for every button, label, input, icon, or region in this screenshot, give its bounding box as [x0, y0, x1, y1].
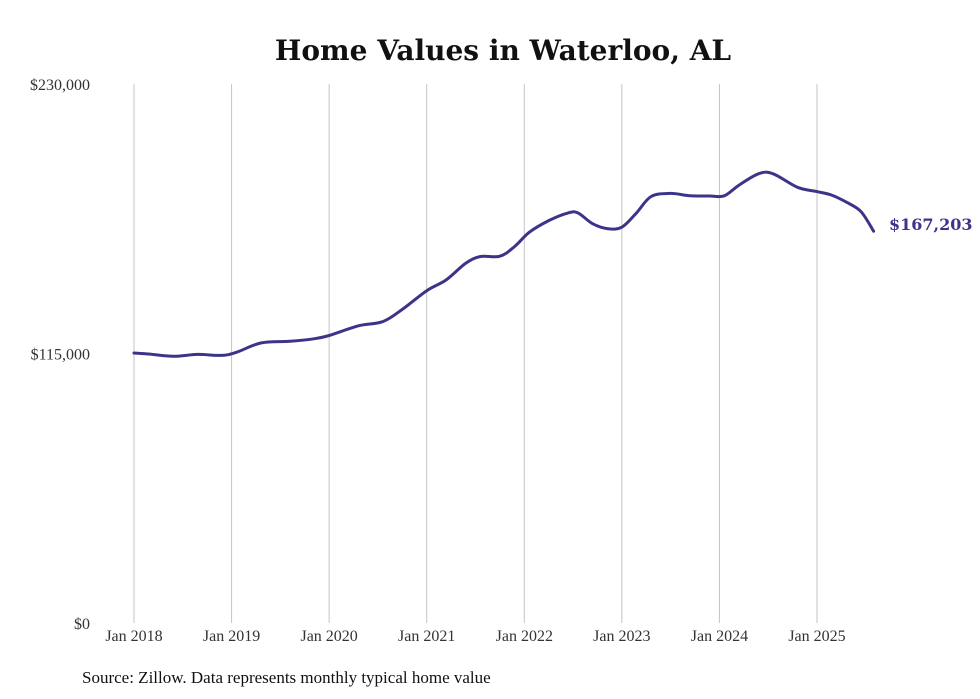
x-tick-label: Jan 2020 [300, 628, 357, 645]
y-axis-ticks: $0 $115,000 $230,000 [30, 77, 90, 633]
x-axis-ticks: Jan 2018 Jan 2019 Jan 2020 Jan 2021 Jan 2022… [105, 628, 845, 645]
x-tick-label: Jan 2025 [788, 628, 845, 645]
y-tick-label: $0 [74, 616, 90, 633]
x-tick-label: Jan 2024 [691, 628, 748, 645]
y-tick-label: $115,000 [31, 347, 90, 364]
y-tick-label: $230,000 [30, 77, 90, 94]
x-tick-label: Jan 2018 [105, 628, 162, 645]
x-tick-label: Jan 2022 [496, 628, 553, 645]
series-line-home-value [132, 170, 876, 358]
x-tick-label: Jan 2019 [203, 628, 260, 645]
chart-title: Home Values in Waterloo, AL [275, 34, 732, 67]
x-tick-label: Jan 2021 [398, 628, 455, 645]
source-note: Source: Zillow. Data represents monthly … [82, 668, 491, 687]
x-tick-label: Jan 2023 [593, 628, 650, 645]
end-value-label: $167,203 [889, 215, 973, 234]
gridlines [133, 84, 818, 623]
